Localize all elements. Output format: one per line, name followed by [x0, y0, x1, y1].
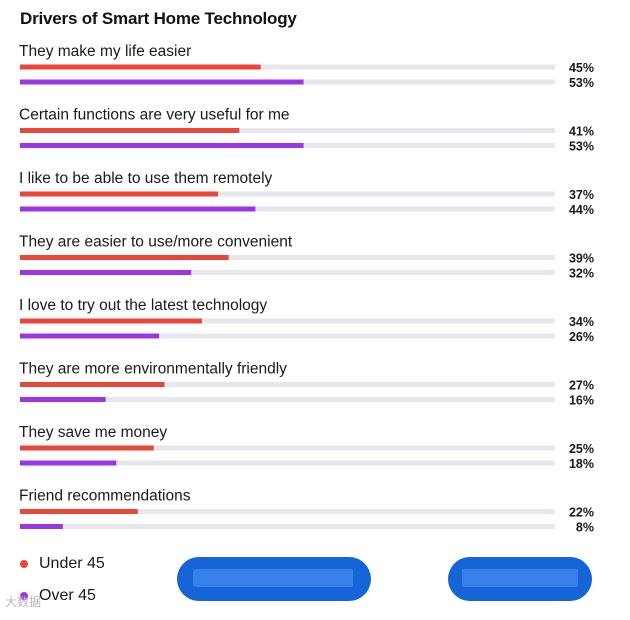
- category-label: I like to be able to use them remotely: [19, 170, 273, 187]
- category-label: Certain functions are very useful for me: [19, 107, 290, 124]
- bar-track: [20, 460, 555, 466]
- data-label: 53%: [569, 76, 594, 90]
- bar: [20, 128, 240, 133]
- category-label: They are easier to use/more convenient: [19, 234, 293, 251]
- category-label: I love to try out the latest technology: [19, 297, 267, 314]
- button-label-placeholder: [462, 569, 578, 587]
- bar-track: [20, 382, 555, 387]
- bar: [20, 79, 304, 85]
- bar: [20, 445, 154, 451]
- category-label: They save me money: [19, 424, 167, 441]
- action-button-left[interactable]: [177, 557, 371, 601]
- action-button-right[interactable]: [448, 557, 592, 601]
- bar: [20, 397, 106, 402]
- bar-track: [20, 255, 555, 260]
- legend-label-under-45: Under 45: [39, 555, 105, 572]
- button-label-placeholder: [193, 569, 353, 587]
- data-label: 18%: [569, 457, 594, 471]
- bar-track: [20, 524, 555, 529]
- legend-swatch-over-45: [20, 592, 28, 600]
- bar-track: [20, 128, 555, 133]
- watermark: 大数据: [5, 595, 42, 609]
- bar-track: [20, 270, 555, 275]
- legend-item-over-45: Over 45: [20, 587, 96, 605]
- data-label: 41%: [569, 125, 594, 139]
- bar-track: [20, 333, 555, 339]
- category-label: They make my life easier: [19, 43, 191, 60]
- data-label: 45%: [569, 61, 594, 75]
- data-label: 25%: [569, 442, 594, 456]
- data-label: 22%: [569, 506, 594, 520]
- data-label: 44%: [569, 203, 594, 217]
- data-label: 8%: [576, 521, 594, 535]
- bar-track: [20, 509, 555, 514]
- bar: [20, 143, 304, 148]
- chart-title: Drivers of Smart Home Technology: [20, 9, 297, 28]
- bar: [20, 191, 218, 197]
- category-label: They are more environmentally friendly: [19, 361, 287, 378]
- data-label: 32%: [569, 267, 594, 281]
- data-label: 26%: [569, 330, 594, 344]
- data-label: 37%: [569, 188, 594, 202]
- legend-item-under-45: Under 45: [20, 555, 105, 573]
- data-label: 39%: [569, 252, 594, 266]
- bar: [20, 333, 160, 339]
- category-label: Friend recommendations: [19, 488, 191, 505]
- bar: [20, 270, 192, 275]
- bar: [20, 318, 202, 324]
- bar-track: [20, 445, 555, 451]
- data-label: 34%: [569, 315, 594, 329]
- bar-track: [20, 191, 555, 197]
- bar: [20, 382, 165, 387]
- bar: [20, 460, 117, 466]
- bar-track: [20, 206, 555, 212]
- data-label: 16%: [569, 394, 594, 408]
- bar-track: [20, 64, 555, 70]
- bar: [20, 255, 229, 260]
- data-label: 53%: [569, 140, 594, 154]
- bar: [20, 524, 63, 529]
- legend-swatch-under-45: [20, 560, 28, 568]
- bar: [20, 206, 256, 212]
- bar: [20, 509, 138, 514]
- bar-track: [20, 318, 555, 324]
- data-label: 27%: [569, 379, 594, 393]
- legend-label-over-45: Over 45: [39, 587, 96, 604]
- bar-track: [20, 397, 555, 402]
- bar: [20, 64, 261, 70]
